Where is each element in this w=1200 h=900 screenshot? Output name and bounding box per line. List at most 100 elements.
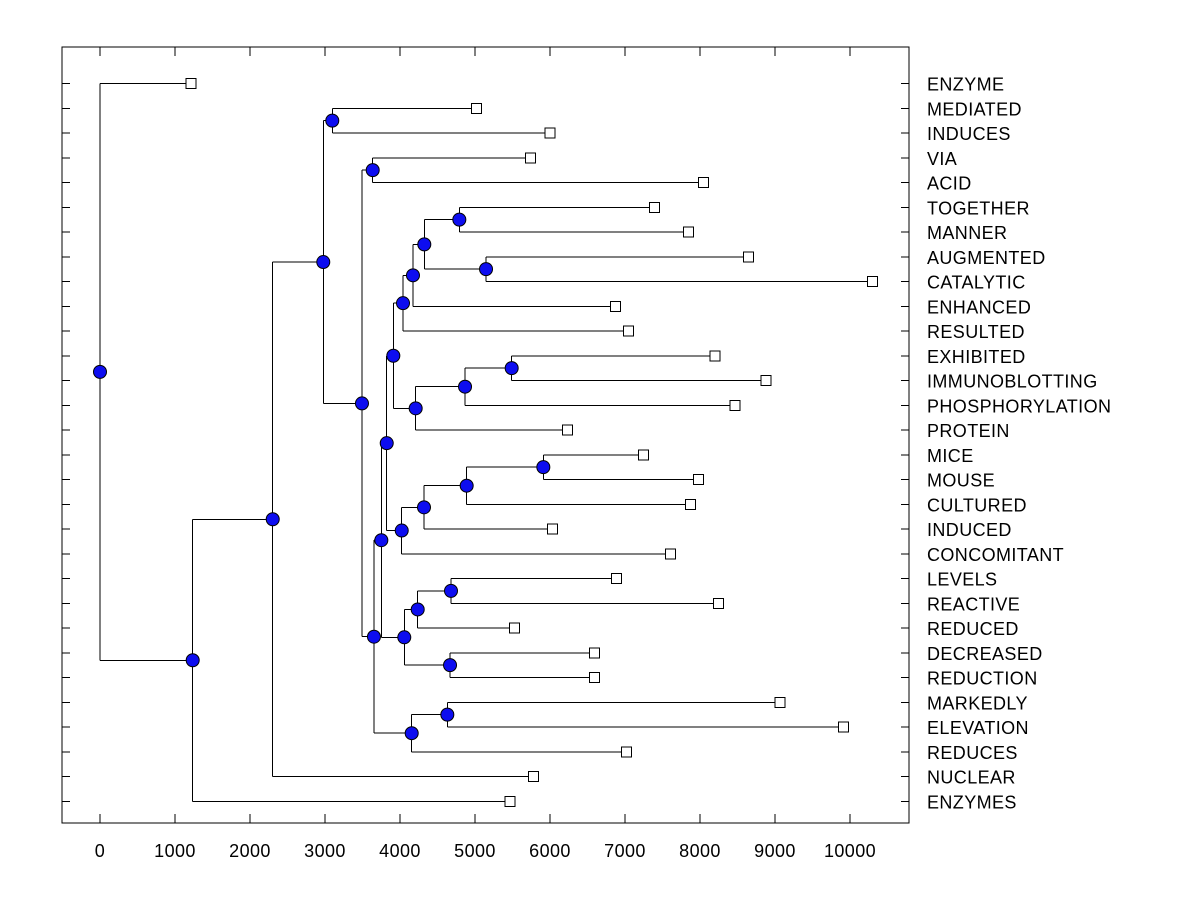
tree-node-marker[interactable] (316, 255, 331, 270)
tree-node-marker[interactable] (479, 262, 494, 277)
leaf-label-induced: INDUCED (927, 520, 1012, 540)
leaf-marker-mediated[interactable] (471, 102, 483, 114)
tree-node-marker[interactable] (93, 364, 107, 379)
leaf-label-markedly: MARKEDLY (927, 693, 1028, 713)
tree-node-marker[interactable] (354, 396, 369, 411)
leaf-label-via: VIA (927, 149, 957, 169)
x-tick-label: 2000 (229, 841, 271, 861)
tree-node-marker[interactable] (504, 361, 519, 376)
x-tick-label: 9000 (754, 841, 796, 861)
leaf-label-cultured: CULTURED (927, 495, 1027, 515)
leaf-marker-cultured[interactable] (685, 498, 697, 510)
leaf-label-mice: MICE (927, 446, 974, 466)
tree-node-marker[interactable] (366, 629, 381, 644)
tree-node-marker[interactable] (365, 163, 380, 178)
leaf-marker-acid[interactable] (697, 177, 709, 188)
leaf-label-enzyme: ENZYME (927, 75, 1004, 95)
tree-node-marker[interactable] (396, 296, 410, 311)
leaf-label-levels: LEVELS (927, 570, 997, 590)
leaf-marker-protein[interactable] (561, 424, 573, 436)
leaf-marker-reduced[interactable] (508, 622, 520, 634)
tree-node-marker[interactable] (325, 113, 340, 128)
leaf-marker-catalytic[interactable] (866, 276, 878, 287)
leaf-label-immunoblotting: IMMUNOBLOTTING (927, 372, 1098, 392)
plot-box (61, 46, 910, 824)
tree-node-marker[interactable] (459, 478, 474, 493)
x-tick-label: 8000 (679, 841, 721, 861)
leaf-label-reduction: REDUCTION (927, 669, 1038, 689)
tree-node-marker[interactable] (458, 379, 473, 394)
leaf-label-catalytic: CATALYTIC (927, 273, 1026, 293)
tree-node-marker[interactable] (404, 726, 419, 741)
tree-node-marker[interactable] (410, 602, 425, 617)
leaf-marker-elevation[interactable] (837, 721, 849, 733)
leaf-marker-induced[interactable] (547, 523, 559, 535)
leaf-label-together: TOGETHER (927, 198, 1030, 218)
leaf-label-exhibited: EXHIBITED (927, 347, 1026, 367)
tree-node-marker[interactable] (440, 707, 455, 722)
tree-node-marker[interactable] (379, 436, 394, 451)
leaf-marker-enzymes[interactable] (504, 795, 516, 807)
leaf-label-resulted: RESULTED (927, 322, 1025, 342)
leaf-marker-reduces[interactable] (621, 746, 633, 758)
leaf-marker-mouse[interactable] (692, 474, 704, 485)
leaf-marker-immunoblotting[interactable] (760, 375, 772, 386)
leaf-marker-reactive[interactable] (712, 597, 724, 609)
leaf-marker-together[interactable] (649, 201, 661, 213)
leaf-marker-induces[interactable] (544, 127, 556, 139)
tree-node-marker[interactable] (405, 268, 420, 283)
leaf-marker-resulted[interactable] (622, 325, 634, 337)
tree-node-marker[interactable] (408, 401, 423, 416)
tree-node-marker[interactable] (374, 533, 389, 548)
leaf-marker-phosphorylation[interactable] (729, 399, 741, 411)
leaf-label-mediated: MEDIATED (927, 99, 1022, 119)
tree-node-marker[interactable] (417, 500, 431, 515)
leaf-label-augmented: AUGMENTED (927, 248, 1046, 268)
leaf-label-acid: ACID (927, 174, 972, 194)
tree-node-marker[interactable] (185, 653, 200, 668)
leaf-marker-via[interactable] (525, 152, 537, 164)
tree-node-marker[interactable] (397, 630, 412, 645)
leaf-marker-enzyme[interactable] (185, 78, 197, 89)
tree-node-marker[interactable] (417, 237, 432, 252)
tree-node-marker[interactable] (444, 583, 458, 598)
x-tick-label: 6000 (529, 841, 571, 861)
leaf-marker-reduction[interactable] (588, 672, 600, 683)
leaf-marker-markedly[interactable] (774, 696, 786, 708)
leaf-label-phosphorylation: PHOSPHORYLATION (927, 396, 1111, 416)
leaf-label-decreased: DECREASED (927, 644, 1043, 664)
x-tick-label: 4000 (379, 841, 421, 861)
leaf-marker-exhibited[interactable] (709, 350, 721, 362)
tree-node-marker[interactable] (386, 348, 401, 363)
leaf-label-concomitant: CONCOMITANT (927, 545, 1064, 565)
tree-node-marker[interactable] (265, 512, 280, 527)
leaf-marker-enhanced[interactable] (610, 300, 622, 312)
tree-node-marker[interactable] (536, 460, 551, 475)
tree-node-marker[interactable] (394, 523, 409, 538)
leaf-marker-concomitant[interactable] (665, 548, 677, 560)
leaf-label-protein: PROTEIN (927, 421, 1010, 441)
x-tick-label: 5000 (454, 841, 496, 861)
leaf-label-mouse: MOUSE (927, 471, 995, 491)
leaf-marker-manner[interactable] (682, 226, 694, 238)
tree-node-marker[interactable] (452, 212, 467, 227)
leaf-marker-mice[interactable] (637, 449, 649, 461)
x-tick-label: 3000 (304, 841, 346, 861)
leaf-marker-nuclear[interactable] (527, 771, 539, 782)
leaf-label-induces: INDUCES (927, 124, 1011, 144)
x-tick-label: 0 (95, 841, 105, 861)
leaf-label-enzymes: ENZYMES (927, 792, 1017, 812)
tree-node-marker[interactable] (443, 658, 458, 673)
leaf-marker-augmented[interactable] (742, 251, 754, 263)
x-tick-label: 7000 (604, 841, 646, 861)
leaf-marker-decreased[interactable] (588, 647, 600, 659)
leaf-label-enhanced: ENHANCED (927, 297, 1031, 317)
leaf-label-reduces: REDUCES (927, 743, 1018, 763)
leaf-label-nuclear: NUCLEAR (927, 768, 1016, 788)
x-tick-label: 10000 (824, 841, 876, 861)
leaf-label-elevation: ELEVATION (927, 718, 1029, 738)
leaf-label-reactive: REACTIVE (927, 594, 1020, 614)
leaf-marker-levels[interactable] (611, 573, 623, 584)
